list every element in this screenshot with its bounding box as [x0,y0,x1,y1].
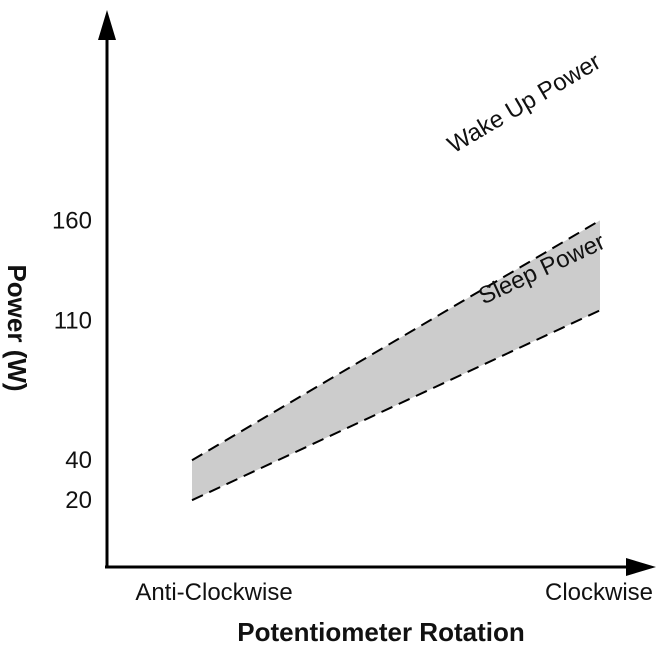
x-tick-label-anti-clockwise: Anti-Clockwise [135,579,292,606]
y-tick-label-110: 110 [54,307,92,334]
y-tick-label-20: 20 [65,487,92,514]
y-axis-arrow-icon [98,10,116,40]
y-axis-title: Power (W) [2,264,32,391]
wake-up-power-label: Wake Up Power [443,48,605,159]
x-tick-label-clockwise: Clockwise [545,579,653,606]
x-axis-title: Potentiometer Rotation [237,617,524,645]
y-tick-label-40: 40 [65,447,92,474]
power-band-area [192,220,600,501]
wake-up-power-line [191,219,601,462]
y-tick-label-160: 160 [52,207,92,234]
x-axis-arrow-icon [626,558,656,576]
y-tick-labels: 20 40 110 160 [52,207,92,514]
